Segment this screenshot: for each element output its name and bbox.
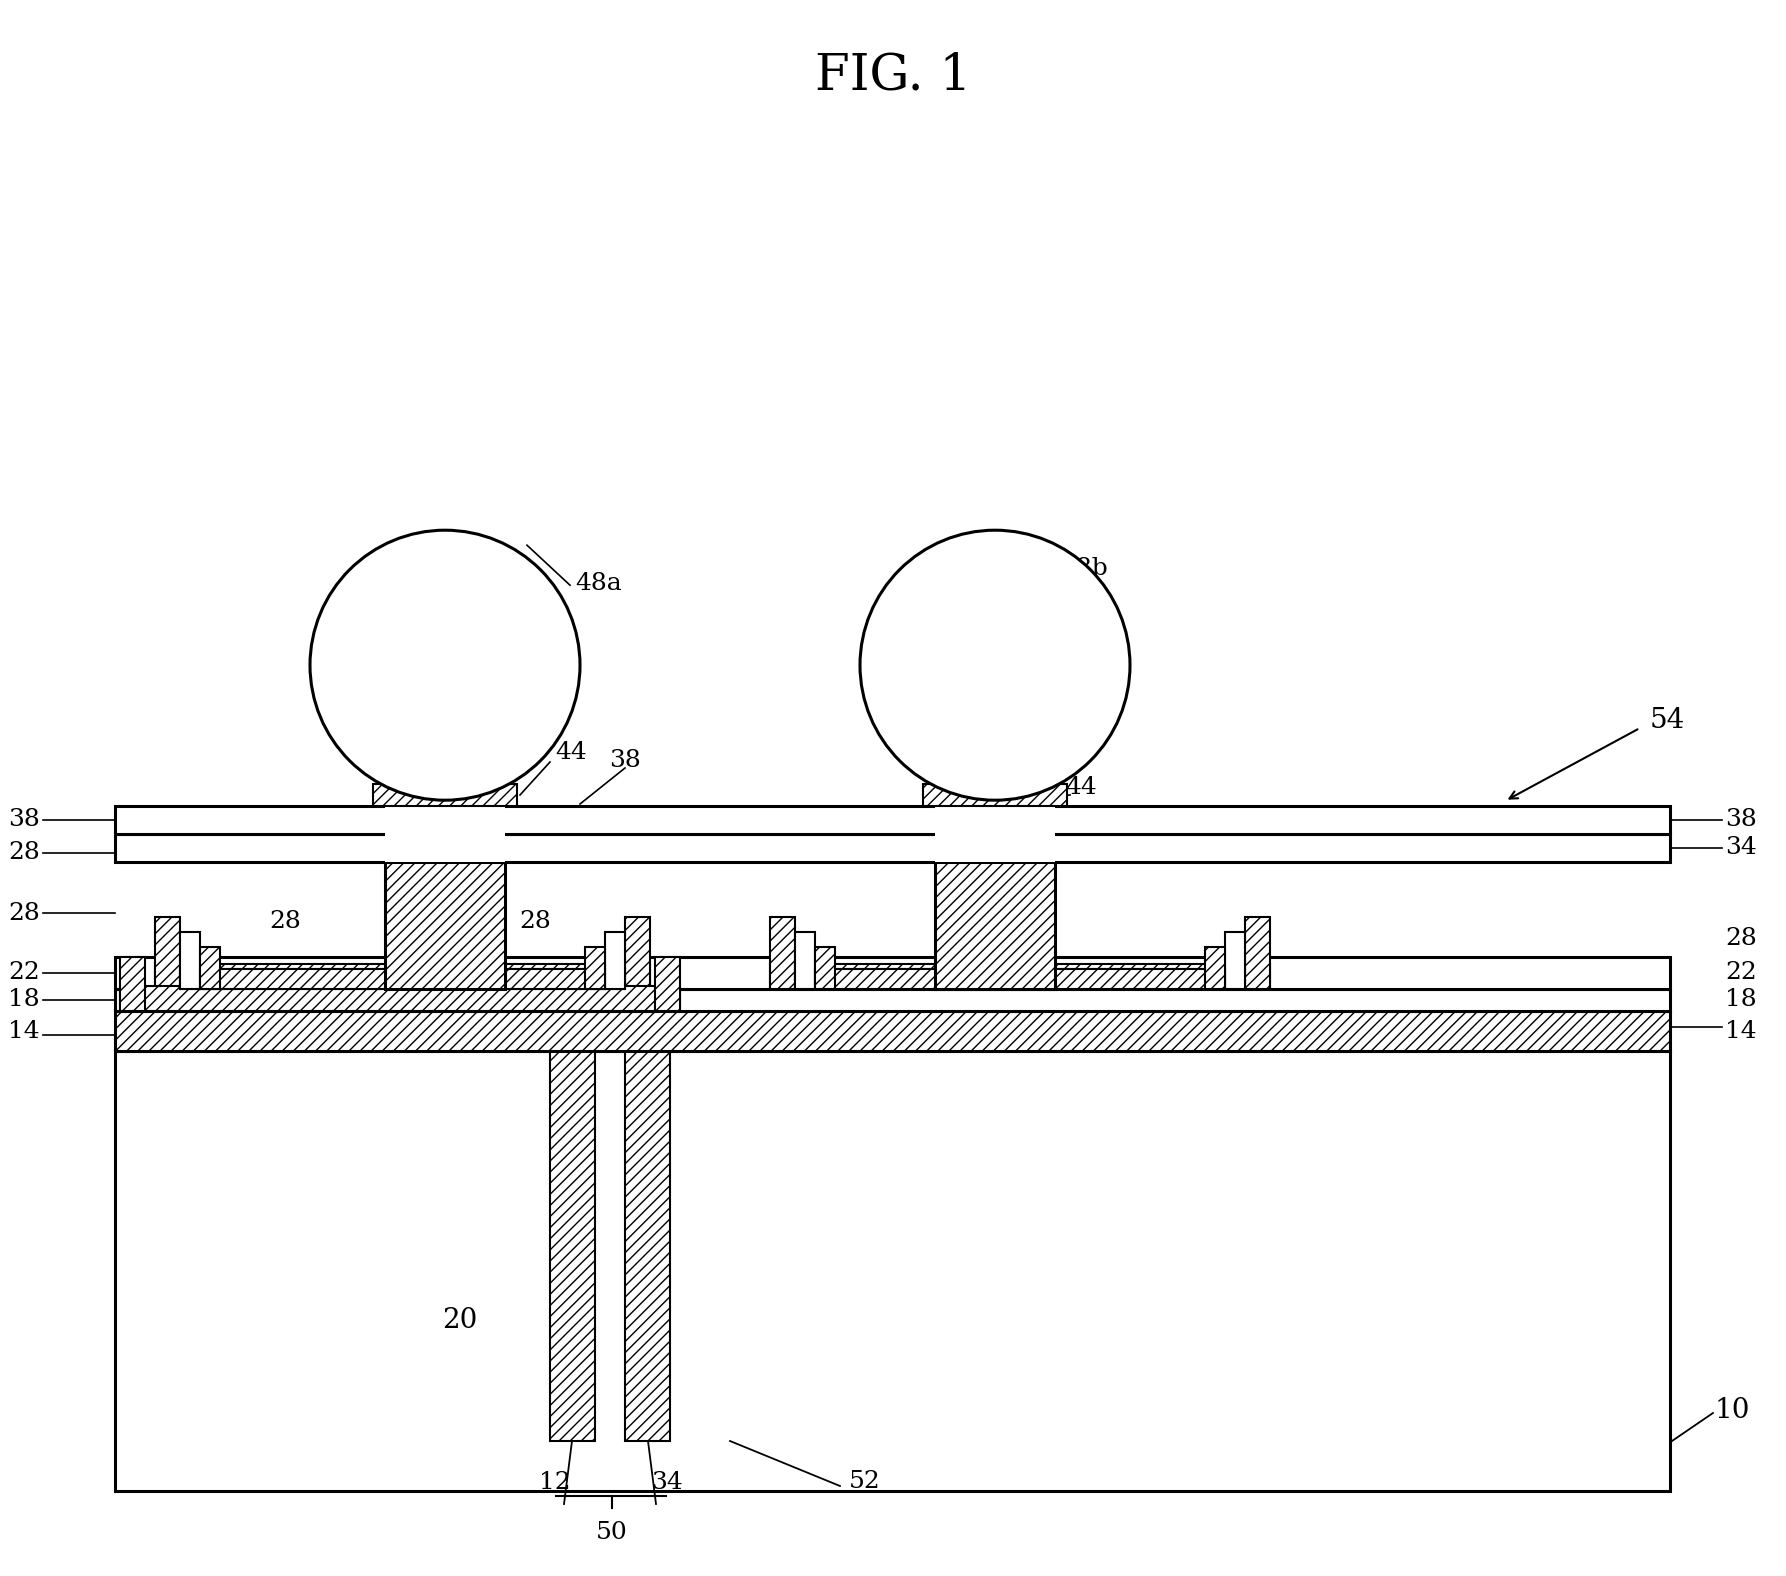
Bar bbox=[936, 834, 1056, 862]
Text: 38: 38 bbox=[9, 808, 39, 832]
Bar bbox=[814, 947, 836, 990]
Text: 28: 28 bbox=[520, 909, 550, 933]
Bar bbox=[923, 783, 1066, 805]
Circle shape bbox=[311, 530, 580, 801]
Text: 28: 28 bbox=[9, 901, 39, 925]
Bar bbox=[200, 969, 605, 990]
Text: 38: 38 bbox=[609, 750, 641, 772]
Text: 28: 28 bbox=[9, 842, 39, 865]
Bar bbox=[655, 957, 680, 1010]
Text: 20: 20 bbox=[443, 1308, 477, 1335]
Bar bbox=[114, 1010, 1670, 1051]
Text: 52: 52 bbox=[848, 1469, 880, 1492]
Circle shape bbox=[861, 530, 1131, 801]
Text: 22: 22 bbox=[1725, 961, 1757, 985]
Bar bbox=[386, 829, 505, 990]
Bar bbox=[180, 931, 200, 990]
Text: 44: 44 bbox=[555, 741, 588, 764]
Bar bbox=[114, 805, 1670, 834]
Bar bbox=[814, 969, 1225, 990]
Bar bbox=[120, 957, 145, 1010]
Bar bbox=[200, 947, 220, 990]
Text: 48a: 48a bbox=[575, 572, 622, 596]
Text: 22: 22 bbox=[779, 961, 811, 985]
Text: 54: 54 bbox=[1650, 708, 1686, 734]
Bar bbox=[373, 783, 516, 805]
Bar bbox=[550, 1010, 595, 1440]
Text: 40: 40 bbox=[382, 637, 418, 663]
Text: 28: 28 bbox=[270, 909, 300, 933]
Text: FIG. 1: FIG. 1 bbox=[814, 52, 972, 101]
Bar bbox=[114, 957, 1670, 990]
Text: 10: 10 bbox=[1715, 1398, 1750, 1425]
Bar bbox=[936, 805, 1056, 834]
Bar bbox=[770, 917, 795, 990]
Bar bbox=[180, 969, 625, 990]
Bar bbox=[625, 1010, 670, 1440]
Bar bbox=[114, 990, 1670, 1010]
Bar bbox=[770, 965, 1270, 990]
Text: 44: 44 bbox=[1064, 775, 1097, 799]
Bar bbox=[155, 965, 650, 990]
Text: 48b: 48b bbox=[1061, 558, 1107, 580]
Bar bbox=[795, 931, 814, 990]
Bar bbox=[114, 834, 1670, 862]
Bar bbox=[1245, 917, 1270, 990]
Text: 46b: 46b bbox=[922, 689, 968, 712]
Bar bbox=[386, 805, 505, 834]
Text: 22: 22 bbox=[9, 961, 39, 985]
Text: 14: 14 bbox=[9, 1020, 39, 1042]
Bar bbox=[936, 829, 1056, 990]
Bar bbox=[625, 917, 650, 990]
Text: 28: 28 bbox=[1725, 928, 1757, 950]
Text: 42: 42 bbox=[952, 641, 988, 668]
Bar bbox=[795, 969, 1245, 990]
Text: 18: 18 bbox=[1725, 988, 1757, 1012]
Bar bbox=[386, 834, 505, 862]
Text: 34: 34 bbox=[1725, 837, 1757, 859]
Bar bbox=[1225, 931, 1245, 990]
Bar bbox=[114, 1051, 1670, 1491]
Text: 12: 12 bbox=[539, 1470, 572, 1494]
Text: 50: 50 bbox=[597, 1521, 629, 1544]
Bar bbox=[155, 917, 180, 990]
Text: 18: 18 bbox=[9, 988, 39, 1012]
Bar bbox=[120, 987, 680, 1010]
Bar bbox=[1206, 947, 1225, 990]
Text: 34: 34 bbox=[652, 1470, 682, 1494]
Bar bbox=[586, 947, 605, 990]
Text: 38: 38 bbox=[1725, 808, 1757, 832]
Text: 46a: 46a bbox=[363, 684, 407, 706]
Text: 14: 14 bbox=[1725, 1020, 1757, 1042]
Bar bbox=[605, 931, 625, 990]
